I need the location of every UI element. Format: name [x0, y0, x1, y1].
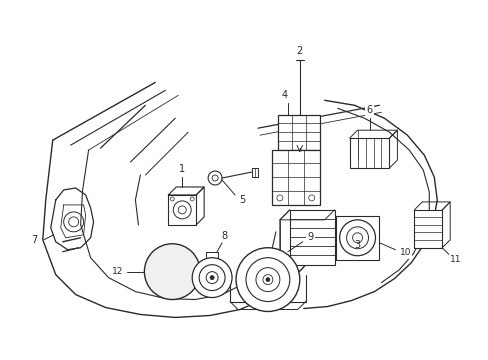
Bar — [169, 269, 175, 275]
Circle shape — [210, 276, 214, 280]
Bar — [161, 276, 167, 283]
Bar — [169, 276, 175, 283]
Bar — [177, 276, 183, 283]
Text: 7: 7 — [31, 235, 37, 245]
Bar — [177, 285, 183, 291]
Text: 5: 5 — [239, 195, 244, 205]
Bar — [185, 276, 191, 283]
Bar — [177, 261, 183, 267]
Text: 3: 3 — [354, 240, 360, 250]
Circle shape — [192, 258, 232, 298]
Bar — [349, 138, 388, 168]
Bar — [161, 269, 167, 275]
Bar — [169, 285, 175, 291]
Bar — [153, 269, 159, 275]
Circle shape — [144, 244, 200, 300]
Bar — [289, 210, 334, 265]
Bar — [169, 253, 175, 259]
Bar — [413, 210, 441, 248]
Text: 6: 6 — [366, 105, 372, 115]
Bar — [177, 269, 183, 275]
Bar — [177, 253, 183, 259]
Bar — [277, 115, 319, 150]
Text: 8: 8 — [221, 231, 227, 241]
Text: 1: 1 — [179, 164, 185, 174]
Text: 9: 9 — [307, 232, 313, 242]
Bar — [161, 253, 167, 259]
Text: 4: 4 — [281, 90, 287, 100]
Bar — [153, 261, 159, 267]
Bar — [185, 261, 191, 267]
Bar — [169, 261, 175, 267]
Bar — [335, 216, 379, 260]
Bar — [271, 150, 319, 205]
Text: 12: 12 — [112, 267, 123, 276]
Bar — [161, 285, 167, 291]
Text: 2: 2 — [296, 45, 302, 55]
Bar — [185, 269, 191, 275]
Text: 10: 10 — [399, 248, 410, 257]
Bar — [161, 261, 167, 267]
Circle shape — [265, 278, 269, 282]
Circle shape — [236, 248, 299, 311]
Bar — [153, 276, 159, 283]
Text: 11: 11 — [449, 255, 461, 264]
